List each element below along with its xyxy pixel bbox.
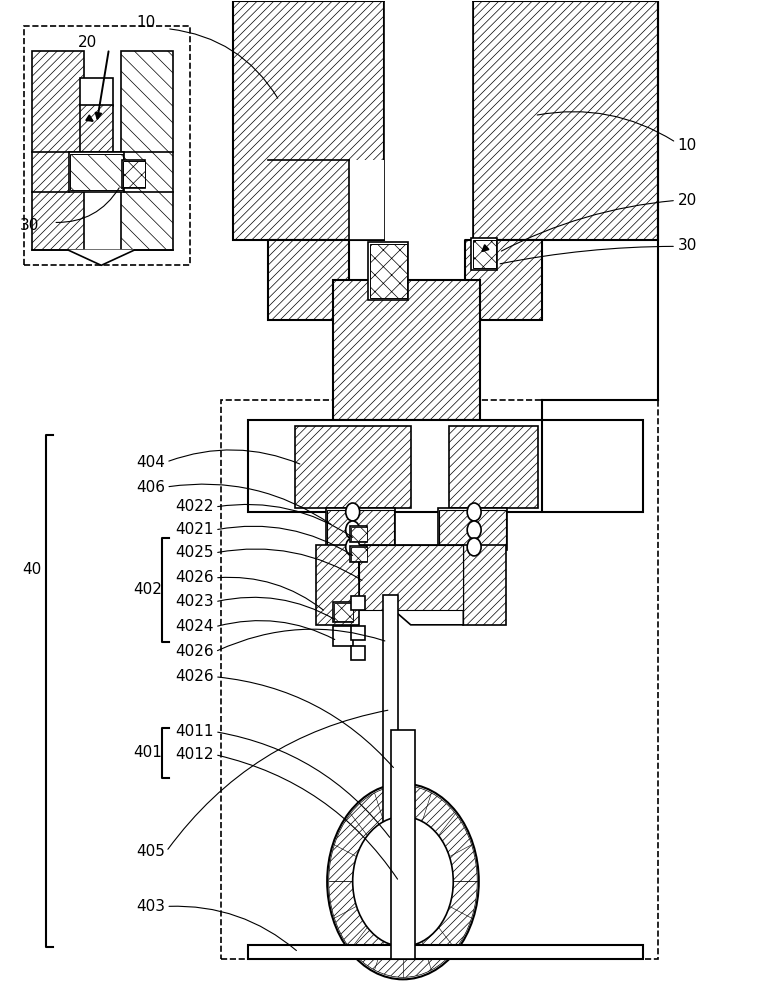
Bar <box>349 160 384 240</box>
Bar <box>123 161 145 187</box>
Text: 30: 30 <box>677 238 697 253</box>
Bar <box>24 26 190 265</box>
Bar <box>473 240 496 268</box>
Text: 20: 20 <box>78 35 98 50</box>
Bar <box>351 626 365 640</box>
Polygon shape <box>359 545 463 625</box>
Text: 404: 404 <box>136 455 165 470</box>
Bar <box>471 238 498 270</box>
Text: 4012: 4012 <box>174 747 213 762</box>
Bar <box>351 547 367 561</box>
Text: 4024: 4024 <box>174 619 213 634</box>
Text: 4026: 4026 <box>174 644 213 659</box>
Circle shape <box>329 786 477 977</box>
Bar <box>473 1 658 240</box>
Text: 401: 401 <box>133 745 162 760</box>
Text: 4023: 4023 <box>174 594 213 609</box>
Text: 10: 10 <box>136 15 155 30</box>
Bar <box>370 244 407 298</box>
Bar <box>350 546 367 562</box>
Circle shape <box>327 784 479 979</box>
Circle shape <box>467 538 481 556</box>
Bar <box>121 51 173 250</box>
Circle shape <box>346 538 360 556</box>
Bar <box>438 508 508 550</box>
Circle shape <box>467 503 481 521</box>
Bar <box>333 280 480 420</box>
Bar <box>391 730 415 959</box>
Text: 4011: 4011 <box>174 724 213 739</box>
Bar <box>333 626 353 646</box>
Text: 4025: 4025 <box>174 545 213 560</box>
Bar <box>69 152 125 192</box>
Bar <box>316 545 359 625</box>
Text: 403: 403 <box>136 899 165 914</box>
Bar <box>221 400 658 959</box>
Polygon shape <box>69 250 134 265</box>
Bar <box>351 646 365 660</box>
Circle shape <box>346 521 360 539</box>
Text: 402: 402 <box>133 582 162 597</box>
Text: 4021: 4021 <box>174 522 213 537</box>
Bar <box>81 78 113 106</box>
Text: 4026: 4026 <box>174 669 213 684</box>
Bar <box>122 160 146 188</box>
Bar <box>232 1 384 240</box>
Bar <box>327 510 394 548</box>
Bar <box>368 242 408 300</box>
Bar <box>449 426 539 508</box>
Text: 406: 406 <box>136 480 165 495</box>
Bar <box>81 105 113 152</box>
Bar <box>359 545 463 610</box>
Bar <box>351 596 365 610</box>
Bar <box>294 426 411 508</box>
Bar <box>439 510 506 548</box>
Circle shape <box>467 521 481 539</box>
Bar <box>383 595 398 825</box>
Bar <box>248 420 642 512</box>
Bar <box>32 51 84 250</box>
Bar <box>326 508 395 550</box>
Bar <box>384 1 473 240</box>
Bar <box>248 945 642 959</box>
Text: 20: 20 <box>677 193 697 208</box>
Text: 40: 40 <box>22 562 41 577</box>
Bar <box>71 154 123 190</box>
Bar <box>465 240 542 320</box>
Bar <box>350 526 367 542</box>
Text: 4022: 4022 <box>174 499 213 514</box>
Text: 30: 30 <box>20 218 40 233</box>
Bar <box>463 545 506 625</box>
Bar <box>334 603 353 621</box>
Bar <box>267 240 349 320</box>
Circle shape <box>353 817 453 946</box>
Text: 405: 405 <box>136 844 165 859</box>
Bar <box>333 602 353 622</box>
Bar <box>426 160 465 240</box>
Bar <box>351 527 367 541</box>
Text: 10: 10 <box>677 138 697 153</box>
Circle shape <box>346 503 360 521</box>
Text: 4026: 4026 <box>174 570 213 585</box>
